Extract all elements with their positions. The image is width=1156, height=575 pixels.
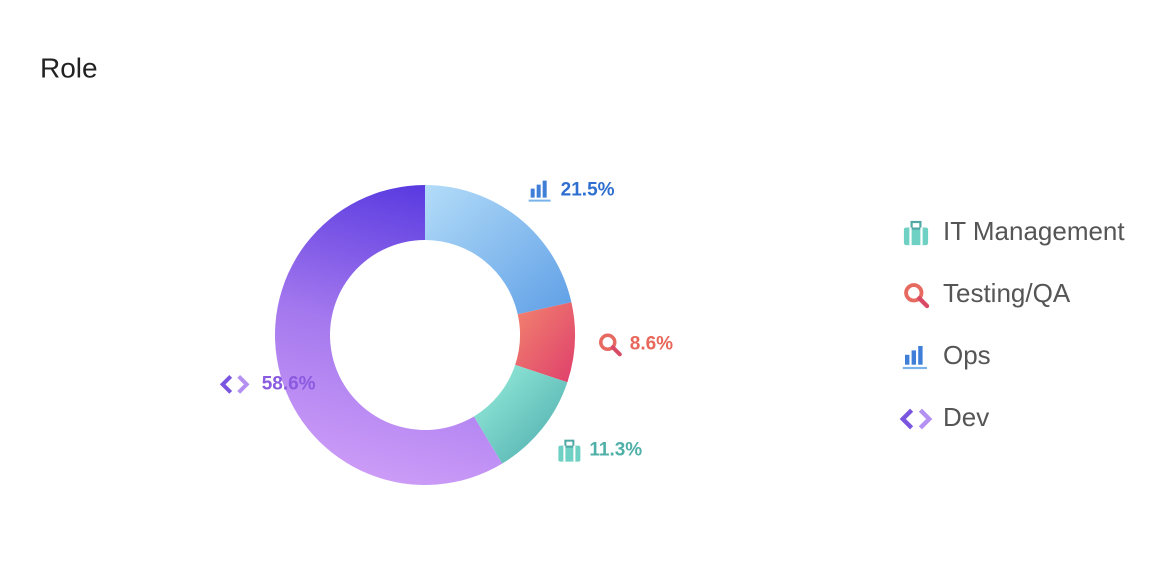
icon-part: [911, 350, 916, 365]
icon-part: [564, 439, 575, 448]
donut-slice: [515, 302, 575, 383]
icon-part: [905, 354, 910, 365]
icon-part: [599, 333, 617, 352]
legend-label: IT Management: [943, 216, 1125, 246]
icon-part: [904, 283, 924, 303]
category-icon: [528, 180, 551, 202]
icon-part: [542, 180, 547, 198]
category-icon: [904, 283, 930, 309]
icon-part: [536, 184, 541, 198]
donut-slice: [473, 364, 568, 464]
data-label: 8.6%: [630, 333, 673, 354]
icon-part: [237, 374, 250, 394]
category-icon: [903, 220, 929, 246]
icon-part: [909, 227, 912, 246]
legend-label: Ops: [943, 340, 991, 370]
icon-part: [918, 408, 933, 430]
legend-label: Dev: [943, 402, 989, 432]
data-label: 21.5%: [561, 180, 615, 201]
donut-slice: [275, 185, 503, 485]
donut-slice: [425, 185, 572, 315]
category-icon: [899, 408, 933, 430]
icon-part: [903, 227, 929, 246]
icon-part: [610, 345, 622, 357]
category-icon: [219, 374, 250, 394]
category-icon: [599, 333, 622, 357]
icon-part: [563, 445, 566, 462]
icon-part: [558, 445, 581, 462]
legend-label: Testing/QA: [943, 278, 1071, 308]
data-label: 11.3%: [589, 440, 642, 461]
icon-part: [918, 346, 923, 365]
icon-part: [528, 199, 551, 202]
icon-part: [219, 374, 233, 394]
icon-part: [920, 227, 923, 246]
category-icon: [902, 346, 927, 370]
icon-part: [899, 408, 914, 430]
icon-part: [910, 220, 922, 230]
chart-title: Role: [40, 52, 98, 83]
data-label: 58.6%: [262, 373, 316, 394]
icon-part: [902, 366, 927, 370]
category-icon: [558, 439, 581, 462]
icon-part: [530, 188, 535, 198]
icon-part: [573, 445, 576, 462]
icon-part: [917, 296, 930, 309]
